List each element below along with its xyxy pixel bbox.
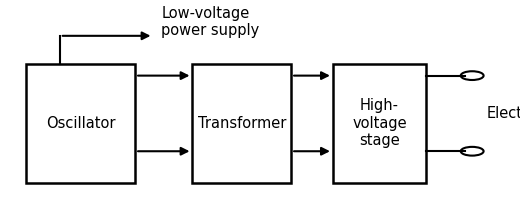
Text: Low-voltage
power supply: Low-voltage power supply <box>161 6 259 38</box>
Text: Transformer: Transformer <box>198 116 286 131</box>
Bar <box>333 64 426 183</box>
Text: High-
voltage
stage: High- voltage stage <box>352 99 407 148</box>
Bar <box>26 64 135 183</box>
Bar <box>192 64 291 183</box>
Text: Oscillator: Oscillator <box>46 116 115 131</box>
Text: Electrodes: Electrodes <box>486 106 520 121</box>
